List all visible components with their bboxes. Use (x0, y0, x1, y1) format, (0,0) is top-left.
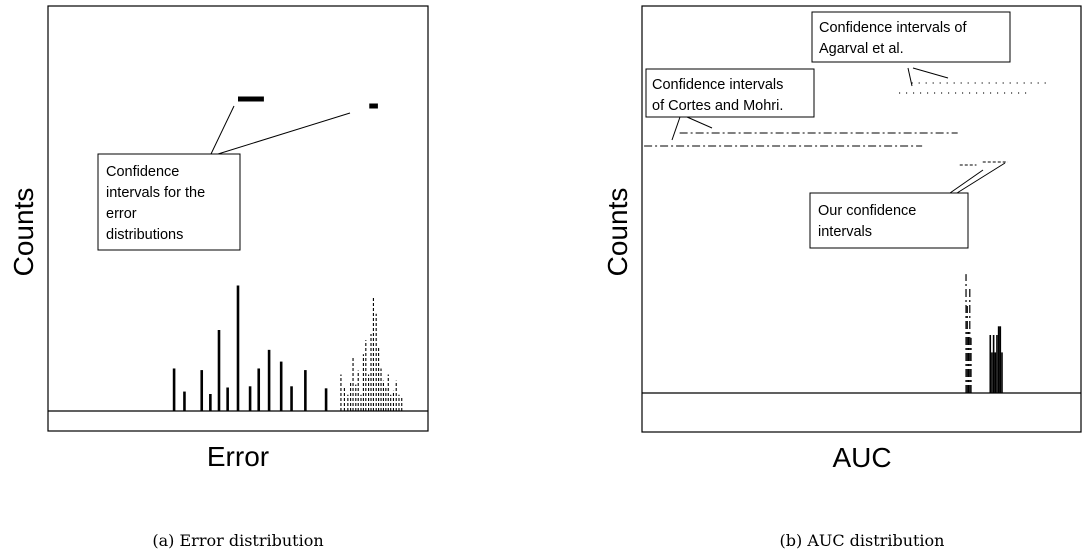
panel-a: Confidence intervals for the error distr… (8, 5, 429, 550)
panel-a-annotation-line-1: Confidence (106, 164, 179, 180)
panel-b-annotation-ours-box (809, 192, 969, 249)
panel-b-annotation-agarval-box (811, 11, 1011, 63)
panel-a-annotation-line-2: intervals for the (106, 185, 205, 201)
panel-b-leader-line-4 (686, 116, 713, 129)
panel-b-leader-line-3 (671, 116, 681, 141)
panel-a-bars (172, 285, 403, 411)
panel-b-annotation-cortes-line-1: Confidence intervals (652, 77, 783, 93)
panel-b-annotation-agarval-line-2: Agarval et al. (819, 41, 904, 57)
panel-a-annotation-line-4: distributions (106, 227, 183, 243)
panel-b-annotation-cortes-line-2: of Cortes and Mohri. (652, 98, 783, 114)
panel-b-leader-line-2 (912, 67, 949, 79)
panel-a-leaders (210, 105, 351, 155)
panel-b-frame (641, 5, 1082, 433)
panel-b: Confidence intervals of Agarval et al. C… (602, 5, 1082, 550)
panel-b-leaders (671, 67, 1006, 194)
panel-a-y-axis-label: Counts (8, 188, 39, 277)
panel-a-caption: (a) Error distribution (152, 531, 323, 550)
panel-a-annotation-box (97, 153, 241, 251)
panel-b-annotation-cortes-box (645, 68, 815, 118)
panel-b-annotation-ours-line-2: intervals (818, 224, 872, 240)
panel-b-leader-line-5 (949, 169, 984, 194)
panel-b-x-axis-label: AUC (832, 442, 891, 473)
panel-b-bars (965, 274, 1003, 393)
panel-b-leader-line-1 (907, 67, 913, 87)
panel-b-annotation-ours-line-1: Our confidence (818, 203, 916, 219)
panel-b-leader-line-6 (956, 162, 1006, 194)
panel-b-annotation-agarval-line-1: Confidence intervals of (819, 20, 967, 36)
panel-b-y-axis-label: Counts (602, 188, 633, 277)
panel-b-intervals (644, 82, 1050, 166)
panel-a-annotation-line-3: error (106, 206, 137, 222)
panel-a-frame (47, 5, 429, 432)
panel-a-intervals (238, 96, 378, 109)
panel-b-caption: (b) AUC distribution (780, 531, 945, 550)
panel-a-leader-line-1 (210, 105, 235, 155)
panel-a-x-axis-label: Error (207, 441, 269, 472)
panel-a-leader-line-2 (217, 112, 351, 155)
